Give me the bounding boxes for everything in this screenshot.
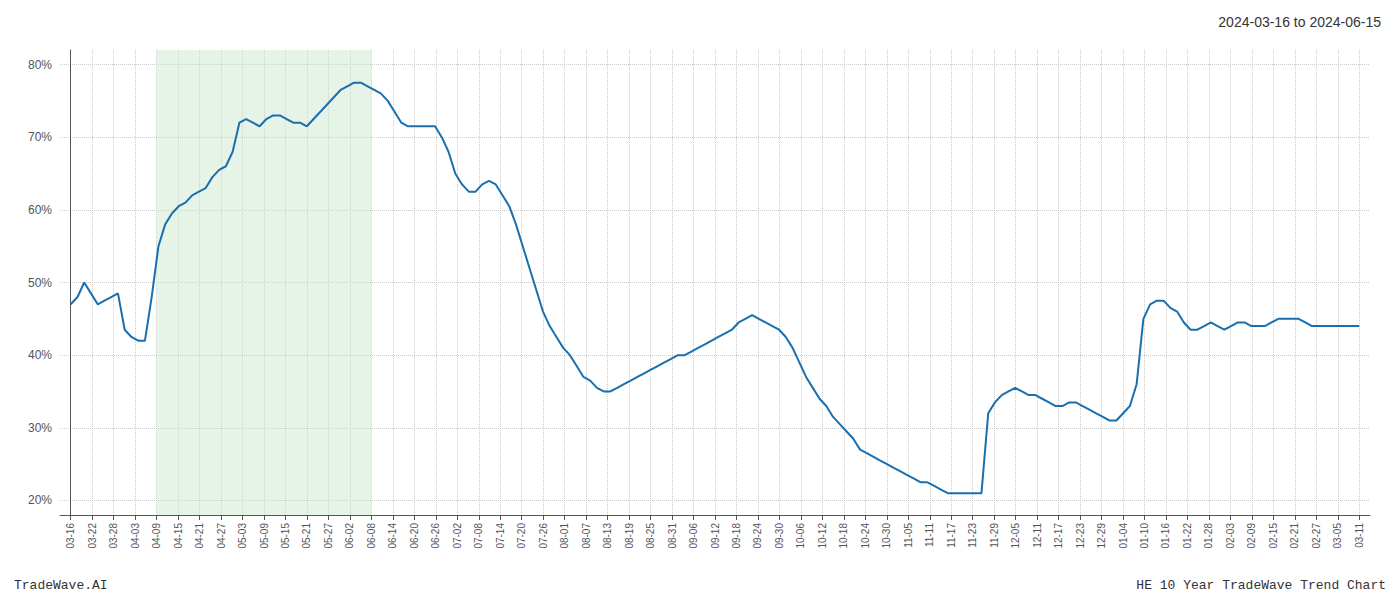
svg-text:06-26: 06-26 — [430, 523, 441, 549]
svg-text:04-09: 04-09 — [151, 523, 162, 549]
svg-text:01-04: 01-04 — [1118, 523, 1129, 549]
svg-text:05-15: 05-15 — [280, 523, 291, 549]
svg-text:20%: 20% — [28, 493, 52, 507]
svg-text:07-02: 07-02 — [452, 523, 463, 549]
svg-text:11-23: 11-23 — [967, 523, 978, 548]
svg-text:02-09: 02-09 — [1246, 523, 1257, 549]
svg-text:09-24: 09-24 — [752, 523, 763, 549]
svg-text:10-30: 10-30 — [881, 523, 892, 549]
svg-text:08-13: 08-13 — [602, 523, 613, 549]
svg-text:06-08: 06-08 — [366, 523, 377, 549]
svg-text:50%: 50% — [28, 276, 52, 290]
svg-text:04-21: 04-21 — [194, 523, 205, 549]
svg-text:02-27: 02-27 — [1311, 523, 1322, 549]
svg-text:12-23: 12-23 — [1075, 523, 1086, 549]
svg-text:01-22: 01-22 — [1182, 523, 1193, 549]
svg-text:01-10: 01-10 — [1139, 523, 1150, 549]
svg-text:11-17: 11-17 — [946, 523, 957, 548]
svg-text:02-03: 02-03 — [1225, 523, 1236, 549]
svg-text:01-28: 01-28 — [1203, 523, 1214, 549]
svg-text:80%: 80% — [28, 58, 52, 72]
svg-text:03-05: 03-05 — [1332, 523, 1343, 549]
svg-text:02-15: 02-15 — [1268, 523, 1279, 549]
svg-text:08-01: 08-01 — [559, 523, 570, 549]
svg-text:09-30: 09-30 — [774, 523, 785, 549]
svg-text:12-29: 12-29 — [1096, 523, 1107, 549]
svg-text:12-05: 12-05 — [1010, 523, 1021, 549]
svg-text:05-21: 05-21 — [301, 523, 312, 549]
svg-text:05-27: 05-27 — [323, 523, 334, 549]
svg-text:08-25: 08-25 — [645, 523, 656, 549]
svg-text:40%: 40% — [28, 348, 52, 362]
svg-text:07-26: 07-26 — [538, 523, 549, 549]
svg-text:06-02: 06-02 — [344, 523, 355, 549]
svg-text:06-20: 06-20 — [409, 523, 420, 549]
svg-text:11-05: 11-05 — [903, 523, 914, 548]
svg-text:04-27: 04-27 — [216, 523, 227, 549]
svg-text:06-14: 06-14 — [387, 523, 398, 549]
svg-text:09-12: 09-12 — [710, 523, 721, 549]
svg-text:08-07: 08-07 — [581, 523, 592, 549]
svg-text:05-09: 05-09 — [259, 523, 270, 549]
svg-text:60%: 60% — [28, 203, 52, 217]
svg-text:07-20: 07-20 — [516, 523, 527, 549]
svg-text:12-17: 12-17 — [1053, 523, 1064, 549]
svg-text:03-16: 03-16 — [65, 523, 76, 549]
svg-text:04-15: 04-15 — [173, 523, 184, 549]
svg-text:10-24: 10-24 — [860, 523, 871, 549]
svg-text:03-28: 03-28 — [108, 523, 119, 549]
svg-text:10-06: 10-06 — [795, 523, 806, 549]
svg-text:03-22: 03-22 — [87, 523, 98, 549]
svg-text:30%: 30% — [28, 421, 52, 435]
svg-text:03-11: 03-11 — [1354, 523, 1365, 548]
svg-text:05-03: 05-03 — [237, 523, 248, 549]
svg-text:11-29: 11-29 — [989, 523, 1000, 548]
svg-text:11-11: 11-11 — [924, 523, 935, 548]
svg-text:09-18: 09-18 — [731, 523, 742, 549]
svg-text:01-16: 01-16 — [1160, 523, 1171, 549]
svg-text:10-12: 10-12 — [817, 523, 828, 549]
svg-text:HE 10 Year TradeWave Trend Cha: HE 10 Year TradeWave Trend Chart — [1136, 578, 1386, 593]
svg-text:08-19: 08-19 — [624, 523, 635, 549]
svg-text:02-21: 02-21 — [1289, 523, 1300, 549]
svg-text:09-06: 09-06 — [688, 523, 699, 549]
svg-text:12-11: 12-11 — [1032, 523, 1043, 548]
svg-text:70%: 70% — [28, 130, 52, 144]
svg-text:07-14: 07-14 — [495, 523, 506, 549]
svg-text:TradeWave.AI: TradeWave.AI — [14, 578, 108, 593]
svg-text:2024-03-16 to 2024-06-15: 2024-03-16 to 2024-06-15 — [1218, 14, 1381, 30]
svg-text:08-31: 08-31 — [667, 523, 678, 549]
svg-text:04-03: 04-03 — [130, 523, 141, 549]
svg-text:07-08: 07-08 — [473, 523, 484, 549]
svg-text:10-18: 10-18 — [838, 523, 849, 549]
